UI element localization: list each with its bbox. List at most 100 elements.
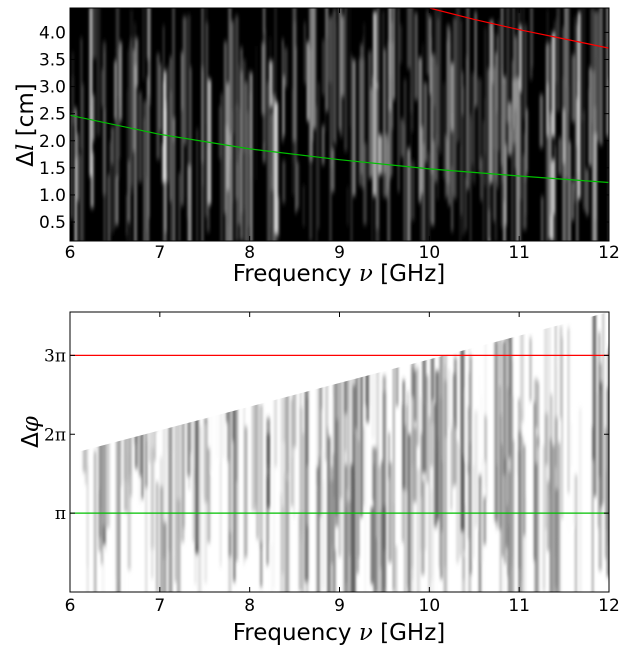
bottom-heatmap-stripe — [293, 373, 295, 519]
top-heatmap-stripe — [350, 55, 353, 241]
top-heatmap-stripe — [466, 56, 469, 175]
top-heatmap-stripe — [456, 8, 460, 142]
bottom-heatmap-stripe — [404, 425, 406, 592]
top-heatmap-stripe — [228, 8, 232, 159]
bottom-heatmap-stripe — [395, 545, 397, 592]
top-heatmap-stripe — [460, 19, 462, 216]
top-heatmap-stripe — [566, 87, 569, 241]
top-heatmap-stripe — [227, 168, 230, 226]
top-heatmap-stripe — [109, 141, 111, 241]
bottom-heatmap-stripe — [467, 464, 471, 539]
top-heatmap-stripe — [244, 81, 248, 241]
top-heatmap-stripe — [373, 11, 377, 196]
top-heatmap-stripe — [187, 165, 192, 241]
bottom-y-tick-label: π — [55, 504, 66, 524]
top-heatmap-stripe — [496, 35, 499, 188]
top-y-tick-label: 2.5 — [39, 105, 66, 125]
top-heatmap-stripe — [114, 61, 117, 120]
bottom-heatmap-stripe — [354, 475, 356, 592]
top-heatmap-stripe — [594, 11, 597, 169]
top-heatmap-stripe — [541, 196, 544, 241]
bottom-heatmap-stripe — [116, 360, 120, 581]
bottom-heatmap-stripe — [450, 428, 452, 511]
top-heatmap-stripe — [230, 20, 234, 134]
bottom-heatmap-stripe — [280, 494, 282, 592]
top-x-ticks: 6 7 8 9 10 11 12 — [65, 8, 620, 263]
bottom-heatmap-stripe — [416, 468, 421, 592]
top-heatmap-stripe — [161, 143, 164, 184]
bottom-heatmap-stripe — [356, 361, 359, 574]
top-heatmap-stripe — [163, 25, 165, 82]
bottom-heatmap-stripe — [592, 426, 594, 592]
top-heatmap-stripe — [263, 31, 267, 145]
bottom-heatmap-stripe — [592, 312, 595, 460]
top-heatmap-stripe — [232, 110, 234, 204]
top-heatmap-stripe — [568, 141, 571, 241]
bottom-heatmap-stripe — [335, 419, 339, 516]
top-heatmap-stripe — [398, 8, 400, 193]
top-heatmap-stripe — [322, 40, 325, 95]
top-heatmap-stripe — [465, 176, 467, 231]
top-heatmap-stripe — [438, 8, 442, 154]
bottom-heatmap-stripe — [520, 312, 524, 422]
bottom-heatmap-stripe — [428, 416, 431, 592]
top-heatmap-stripe — [558, 137, 562, 175]
top-heatmap-stripe — [291, 89, 295, 196]
top-x-tick-label: 6 — [65, 243, 76, 263]
bottom-heatmap-stripe — [441, 312, 445, 461]
bottom-heatmap-stripe — [529, 337, 532, 402]
top-y-tick-label: 0.5 — [39, 213, 66, 233]
top-heatmap-stripe — [576, 173, 579, 241]
top-heatmap-stripe — [514, 36, 517, 111]
bottom-heatmap-stripe — [537, 381, 539, 447]
top-heatmap-stripe — [478, 78, 482, 173]
bottom-heatmap-stripe — [304, 372, 309, 583]
bottom-heatmap-stripe — [284, 473, 287, 592]
bottom-heatmap-stripe — [494, 339, 499, 522]
bottom-heatmap-stripe — [462, 332, 465, 455]
bottom-heatmap-stripe — [549, 312, 551, 494]
top-heatmap-stripe — [321, 125, 325, 165]
bottom-heatmap-stripe — [443, 380, 448, 592]
top-heatmap-stripe — [411, 8, 414, 132]
top-heatmap-stripe — [267, 82, 271, 241]
bottom-plot-area — [70, 312, 609, 592]
top-heatmap-stripe — [170, 56, 172, 202]
bottom-heatmap-stripe — [320, 450, 325, 592]
top-heatmap-stripe — [284, 47, 288, 88]
top-heatmap-stripe — [572, 180, 574, 221]
top-heatmap-stripe — [125, 194, 129, 236]
bottom-heatmap-stripe — [460, 333, 465, 532]
bottom-heatmap-stripe — [151, 388, 153, 579]
bottom-heatmap-stripe — [316, 312, 320, 487]
top-heatmap-stripe — [474, 11, 477, 107]
top-heatmap-stripe — [562, 109, 565, 164]
top-heatmap-stripe — [568, 113, 570, 241]
bottom-heatmap-stripe — [259, 404, 263, 547]
bottom-heatmap-stripe — [227, 368, 231, 462]
top-heatmap-stripe — [546, 137, 548, 241]
top-heatmap-stripe — [470, 121, 472, 182]
bottom-heatmap-stripe — [380, 510, 382, 568]
bottom-heatmap-stripe — [425, 375, 429, 483]
top-heatmap-stripe — [274, 102, 279, 234]
bottom-heatmap-stripe — [597, 392, 600, 528]
top-heatmap-stripe — [205, 22, 209, 217]
top-heatmap-stripe — [539, 94, 544, 148]
top-heatmap-stripe — [143, 8, 145, 80]
top-heatmap-stripe — [81, 84, 85, 241]
bottom-heatmap-stripe — [553, 353, 556, 446]
bottom-heatmap-stripe — [244, 426, 248, 558]
top-heatmap-stripe — [363, 23, 365, 144]
bottom-heatmap-stripe — [332, 453, 335, 592]
top-heatmap-stripe — [437, 153, 439, 200]
top-heatmap-stripe — [249, 92, 253, 155]
top-y-tick-label: 3.0 — [39, 78, 66, 98]
top-heatmap-stripe — [358, 58, 361, 186]
bottom-heatmap-stripe — [420, 397, 422, 551]
top-heatmap-stripe — [410, 91, 412, 241]
top-heatmap-stripes — [71, 8, 609, 241]
top-y-axis-label: Δl [cm] — [13, 83, 39, 166]
top-heatmap-stripe — [403, 124, 405, 241]
bottom-heatmap-stripe — [266, 476, 269, 566]
